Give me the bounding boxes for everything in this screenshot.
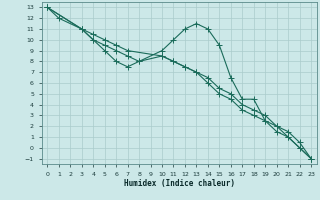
X-axis label: Humidex (Indice chaleur): Humidex (Indice chaleur) <box>124 179 235 188</box>
